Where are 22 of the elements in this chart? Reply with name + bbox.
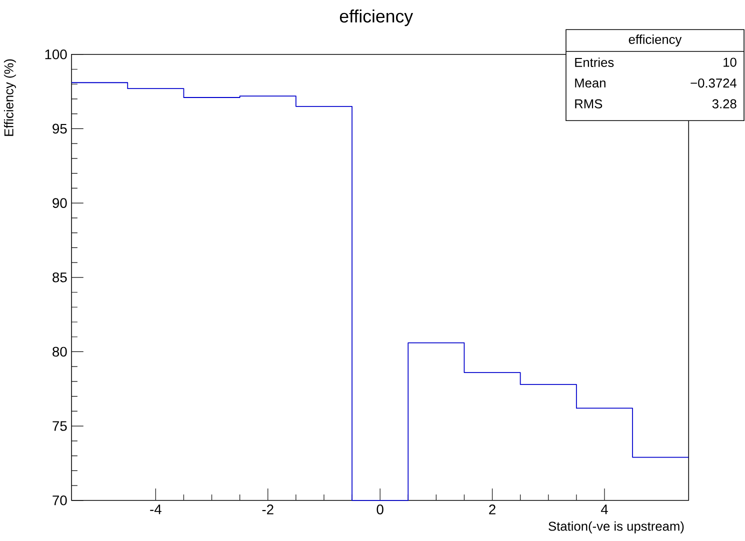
- y-tick-label: 70: [52, 496, 67, 506]
- y-tick-label: 90: [52, 198, 67, 208]
- text: 3.28: [712, 99, 736, 108]
- annotation: RMS: [575, 99, 602, 108]
- y-tick-label: 85: [52, 272, 67, 282]
- annotation: Entries: [575, 58, 614, 68]
- x-tick-label: 4: [600, 504, 608, 514]
- chart-title: efficiency: [340, 10, 414, 26]
- y-tick-label: 80: [52, 346, 67, 357]
- x-tick-label: -2: [262, 504, 274, 514]
- x-axis-title: Station(-ve is upstream): [548, 521, 684, 534]
- y-tick-label: 95: [52, 124, 67, 134]
- text: 10: [724, 58, 736, 67]
- annotation: Mean: [575, 78, 606, 88]
- text: −0.3724: [690, 78, 737, 88]
- y-tick-label: 100: [45, 49, 67, 60]
- x-tick-label: 0: [376, 504, 384, 514]
- x-tick-label: -4: [150, 504, 162, 514]
- y-tick-label: 75: [52, 421, 67, 431]
- text: efficiency: [628, 34, 682, 47]
- y-axis-title: Efficiency (%): [4, 59, 16, 136]
- x-tick-label: 2: [489, 504, 496, 514]
